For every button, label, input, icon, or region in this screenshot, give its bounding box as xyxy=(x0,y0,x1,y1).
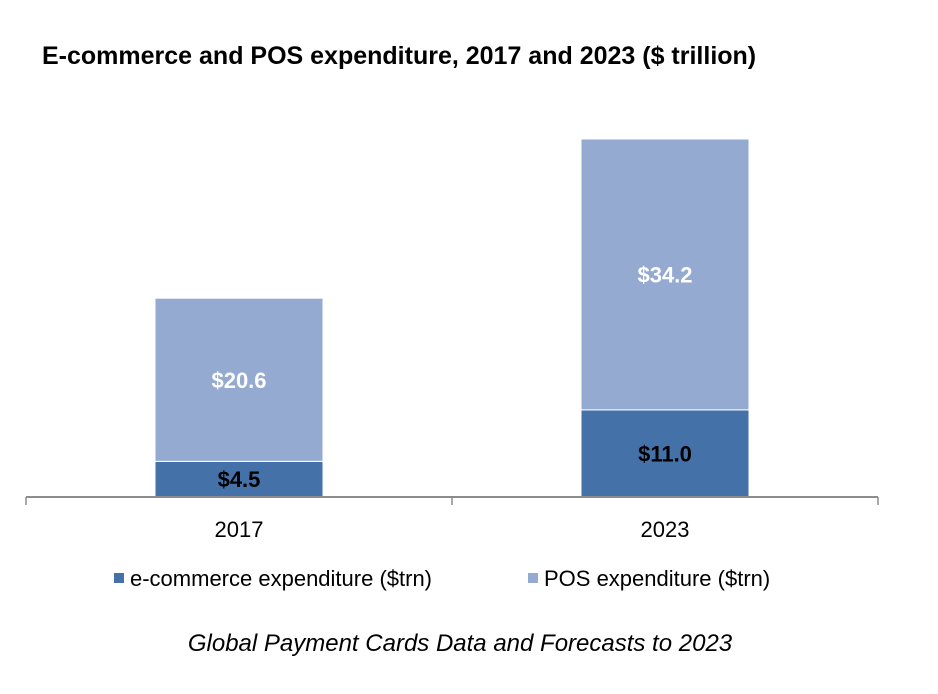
legend: e-commerce expenditure ($trn) POS expendi… xyxy=(114,566,770,591)
legend-label-ecommerce: e-commerce expenditure ($trn) xyxy=(130,566,432,591)
data-label-2017-pos: $20.6 xyxy=(211,368,266,393)
legend-swatch-pos xyxy=(528,573,538,583)
bars-group xyxy=(154,138,750,498)
x-tick-label-2017: 2017 xyxy=(215,517,264,542)
data-label-2017-ecommerce: $4.5 xyxy=(218,467,261,492)
source-note: Global Payment Cards Data and Forecasts … xyxy=(188,630,733,657)
bar-2017-pos xyxy=(154,297,324,462)
chart-title: E-commerce and POS expenditure, 2017 and… xyxy=(42,42,756,70)
bar-2017-ecommerce xyxy=(154,460,324,498)
data-labels-group: $4.5 $20.6 $11.0 $34.2 xyxy=(211,262,692,492)
x-axis: 2017 2023 xyxy=(25,496,879,542)
x-tick-label-2023: 2023 xyxy=(641,517,690,542)
data-label-2023-pos: $34.2 xyxy=(637,262,692,287)
legend-label-pos: POS expenditure ($trn) xyxy=(544,566,770,591)
data-label-2023-ecommerce: $11.0 xyxy=(638,441,692,466)
bar-2023-pos xyxy=(580,138,750,411)
legend-swatch-ecommerce xyxy=(114,573,124,583)
